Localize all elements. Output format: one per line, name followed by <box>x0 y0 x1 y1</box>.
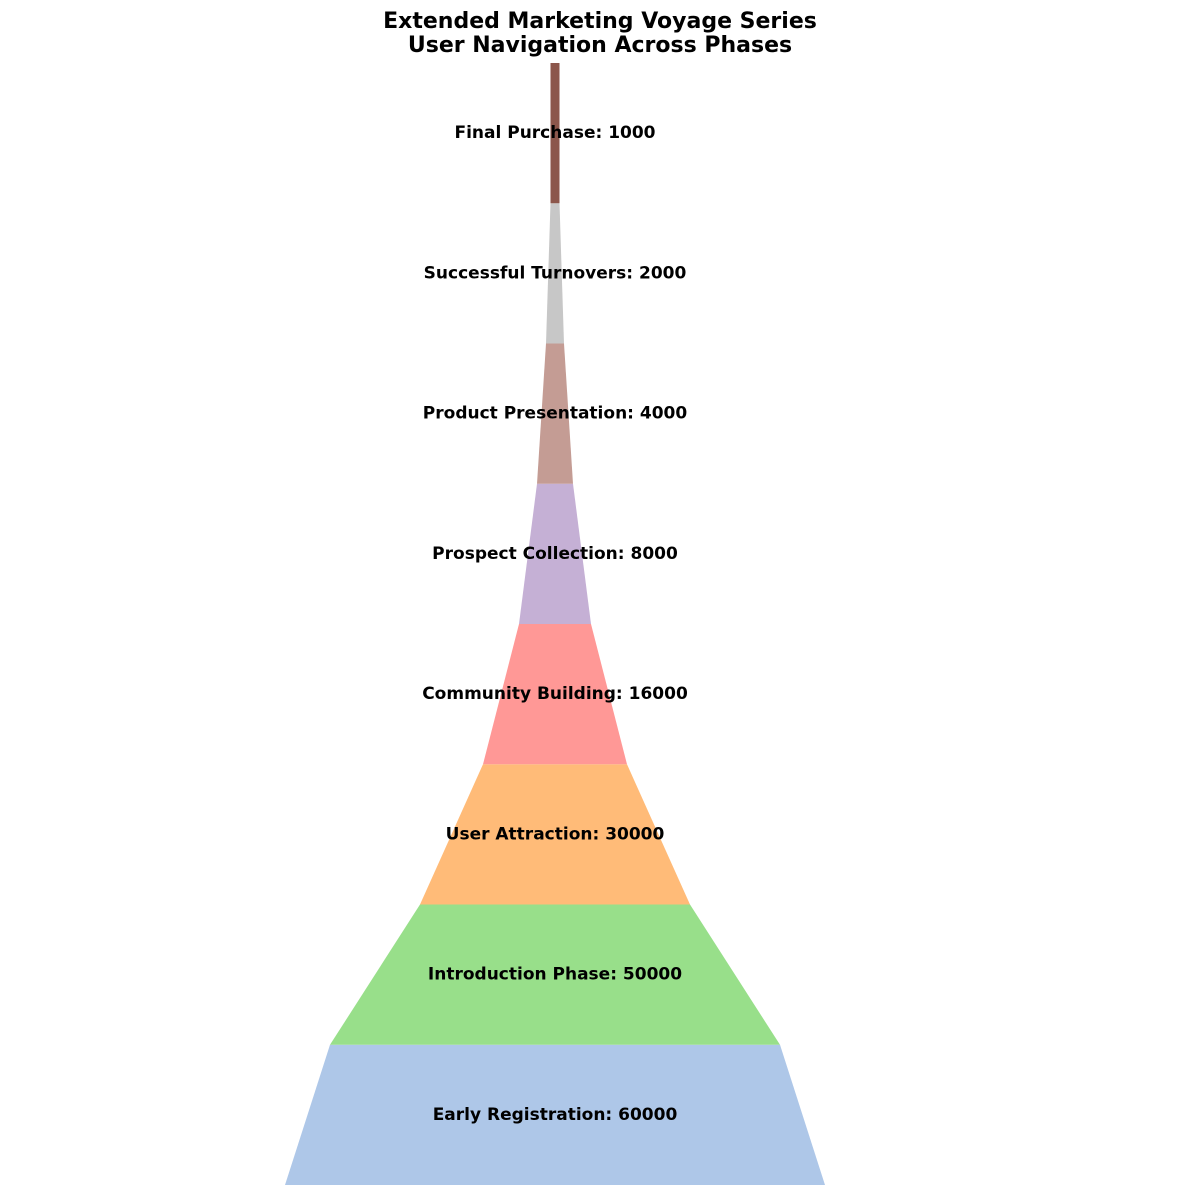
stage-label-successful-turnovers: Successful Turnovers: 2000 <box>424 263 687 283</box>
funnel-stage-final-purchase <box>550 63 560 204</box>
chart-title-line1: Extended Marketing Voyage Series <box>383 9 817 34</box>
stage-label-user-attraction: User Attraction: 30000 <box>446 824 665 844</box>
stage-label-product-presentation: Product Presentation: 4000 <box>423 404 688 424</box>
stage-label-final-purchase: Final Purchase: 1000 <box>454 123 655 143</box>
funnel-stage-early-registration <box>285 1044 825 1185</box>
funnel-stage-prospect-collection <box>519 483 591 624</box>
funnel-stage-community-building <box>483 624 627 765</box>
chart-subtitle: User Navigation Across Phases <box>407 33 793 58</box>
funnel-stage-product-presentation <box>537 343 573 484</box>
funnel-stage-user-attraction <box>420 764 690 905</box>
stage-label-introduction-phase: Introduction Phase: 50000 <box>428 965 682 985</box>
stage-label-early-registration: Early Registration: 60000 <box>433 1105 678 1125</box>
funnel-stage-introduction-phase <box>330 904 780 1045</box>
funnel-stage-successful-turnovers <box>546 203 564 344</box>
stage-label-community-building: Community Building: 16000 <box>422 684 688 704</box>
stage-label-prospect-collection: Prospect Collection: 8000 <box>432 544 678 564</box>
chart-title: Extended Marketing Voyage Series User Na… <box>0 10 1200 58</box>
